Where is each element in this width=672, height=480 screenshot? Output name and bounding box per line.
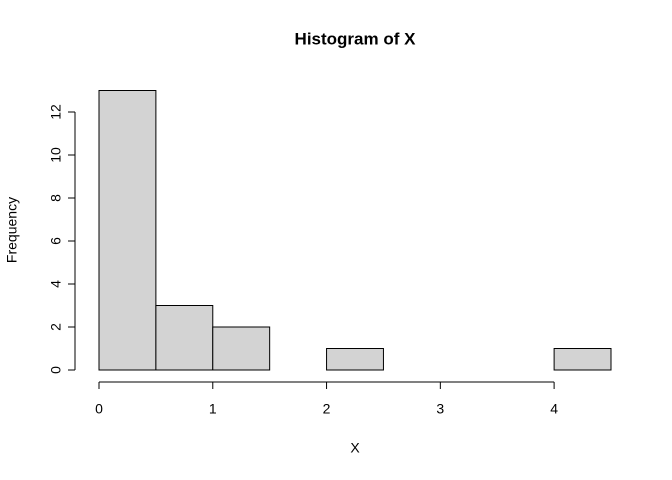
y-tick-label: 2 (48, 323, 64, 331)
chart-title: Histogram of X (295, 29, 417, 48)
y-tick-label: 4 (48, 280, 64, 288)
y-tick-label: 8 (48, 194, 64, 202)
y-tick-label: 6 (48, 237, 64, 245)
x-tick-label: 3 (436, 401, 444, 417)
x-tick-label: 4 (550, 401, 558, 417)
x-tick-label: 2 (323, 401, 331, 417)
bar (553, 348, 612, 371)
bar (98, 90, 157, 371)
y-tick-label: 10 (48, 147, 64, 163)
bar (155, 305, 214, 371)
bar (212, 326, 271, 371)
y-tick-label: 0 (48, 366, 64, 374)
x-axis-label: X (350, 440, 360, 456)
y-axis-label: Frequency (4, 197, 20, 263)
y-tick-label: 12 (48, 104, 64, 120)
x-tick-label: 0 (95, 401, 103, 417)
x-tick-label: 1 (209, 401, 217, 417)
bar (326, 348, 384, 371)
